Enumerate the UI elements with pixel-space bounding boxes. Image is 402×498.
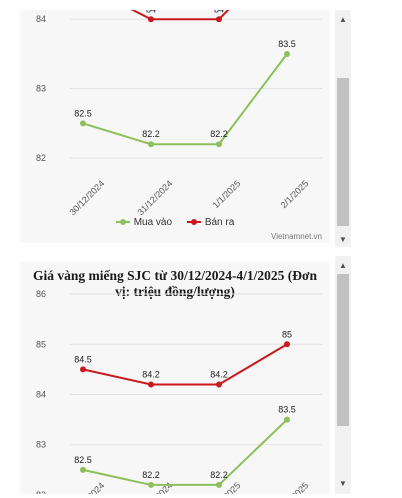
data-point-0-3	[284, 50, 290, 57]
y-tick-label: 82	[36, 153, 46, 163]
y-tick-label: 84	[36, 390, 46, 400]
data-label: 82.2	[142, 470, 160, 480]
data-label: 82.2	[210, 129, 228, 139]
data-label: 84.5	[74, 354, 92, 364]
line-chart-top: 82 83 84 30/12/2024 31/12/2024 1/1/2025 2/1/20…	[36, 10, 322, 217]
chart-panel-top: 82 83 84 30/12/2024 31/12/2024 1/1/2025 2/1/20…	[20, 10, 330, 243]
scroll-up-arrow-icon[interactable]: ▲	[339, 15, 347, 24]
series-line-0	[82, 53, 288, 146]
data-label: 82.2	[142, 129, 160, 139]
data-point-1-2	[216, 381, 222, 388]
y-tick-label: 83	[36, 440, 46, 450]
data-point-0-2	[216, 481, 222, 488]
data-point-1-2	[216, 16, 222, 23]
scrollbar-bottom[interactable]: ▲ ▼	[335, 256, 351, 494]
x-tick-label: 1/1/2025	[211, 480, 243, 494]
data-label: 83.5	[278, 39, 296, 49]
data-point-0-1	[148, 141, 154, 148]
data-point-1-3	[284, 341, 290, 348]
data-label: 85	[282, 329, 292, 339]
data-label: 82.5	[74, 455, 92, 465]
series-line-1	[130, 10, 230, 21]
chart-title: Giá vàng miếng SJC từ 30/12/2024-4/1/202…	[32, 268, 318, 299]
data-label: 84.2	[142, 369, 160, 379]
legend-label: Bán ra	[204, 216, 235, 228]
data-point-0-3	[284, 416, 290, 423]
scroll-down-arrow-icon[interactable]: ▼	[339, 235, 347, 244]
x-tick-label: 1/1/2025	[211, 178, 243, 210]
x-tick-label: 30/12/2024	[67, 178, 106, 217]
scrollbar-thumb[interactable]	[337, 78, 349, 226]
legend-item-ban-ra[interactable]: Bán ra	[186, 216, 235, 228]
y-tick-label: 86	[36, 289, 46, 299]
series-line-0	[82, 418, 288, 486]
series-line-1	[82, 343, 288, 386]
data-label: 84	[214, 10, 224, 14]
data-point-1-1	[148, 16, 154, 23]
x-tick-label: 30/12/2024	[67, 480, 106, 494]
scrollbar-top[interactable]: ▲ ▼	[335, 10, 351, 247]
legend-swatch-ban-ra	[186, 219, 201, 225]
data-point-1-1	[148, 381, 154, 388]
x-tick-label: 2/1/2025	[279, 178, 311, 210]
legend-swatch-mua-vao	[115, 219, 130, 225]
data-label: 84	[146, 10, 156, 14]
data-point-0-0	[80, 466, 86, 473]
scroll-up-arrow-icon[interactable]: ▲	[339, 261, 347, 270]
scrollbar-thumb[interactable]	[337, 274, 349, 426]
y-tick-label: 83	[36, 84, 46, 94]
data-point-0-2	[216, 141, 222, 148]
legend-item-mua-vao[interactable]: Mua vào	[115, 216, 173, 228]
x-tick-label: 31/12/2024	[135, 178, 174, 217]
data-label: 83.5	[278, 405, 296, 415]
data-label: 84.2	[210, 369, 228, 379]
data-point-0-0	[80, 120, 86, 127]
data-label: 82.2	[210, 470, 228, 480]
y-tick-label: 85	[36, 339, 46, 349]
legend-label: Mua vào	[133, 216, 173, 228]
data-label: 82.5	[74, 108, 92, 118]
y-tick-label: 84	[36, 14, 46, 24]
data-point-0-1	[148, 481, 154, 488]
scroll-down-arrow-icon[interactable]: ▼	[339, 479, 347, 488]
watermark: Vietnamnet.vn	[271, 232, 322, 241]
line-chart-bottom: 828384858630/12/202431/12/20241/1/20252/…	[36, 289, 322, 494]
chart-legend: Mua vào Bán ra	[20, 215, 330, 228]
x-tick-label: 2/1/2025	[279, 480, 311, 494]
chart-panel-bottom: Giá vàng miếng SJC từ 30/12/2024-4/1/202…	[20, 262, 330, 494]
data-point-1-0	[80, 366, 86, 373]
y-tick-label: 82	[36, 490, 46, 494]
